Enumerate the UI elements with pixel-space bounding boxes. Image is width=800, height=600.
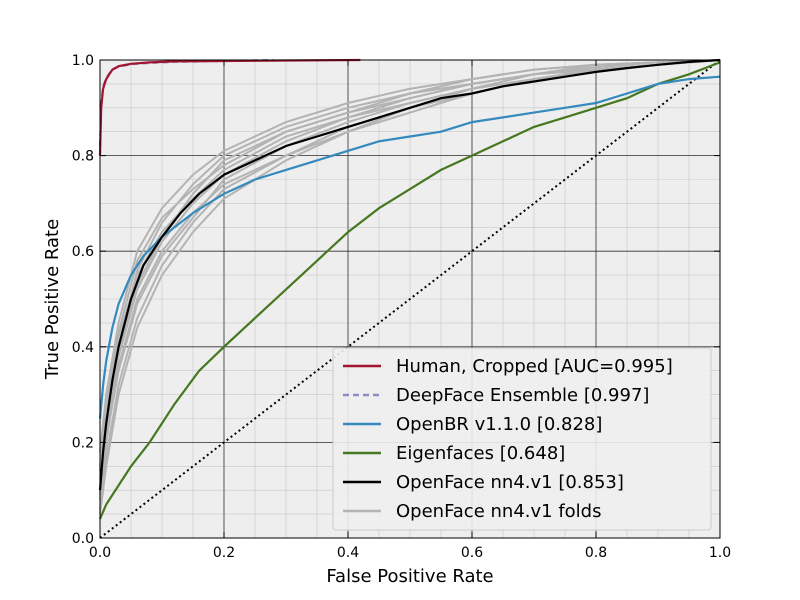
x-tick-label: 0.2 (213, 545, 235, 561)
reference-diagonal (99, 59, 721, 539)
legend-label: DeepFace Ensemble [0.997] (396, 385, 649, 406)
series-folds-line-5 (99, 59, 721, 491)
y-tick-label: 0.4 (72, 340, 94, 356)
reference-diagonal-line (99, 59, 721, 539)
x-tick-label: 0.4 (337, 545, 359, 561)
legend-label: OpenBR v1.1.0 [0.828] (396, 414, 602, 435)
y-tick-label: 1.0 (72, 53, 94, 69)
legend: Human, Cropped [AUC=0.995] DeepFace Ensem… (332, 347, 712, 531)
series-folds-line-9 (99, 59, 721, 486)
series-folds-line-4 (99, 59, 721, 453)
x-tick-label: 1.0 (709, 545, 731, 561)
x-tick-label: 0.8 (585, 545, 607, 561)
y-tick-label: 0.8 (72, 149, 94, 165)
legend-label: Eigenfaces [0.648] (396, 443, 565, 464)
y-tick-label: 0.0 (72, 531, 94, 547)
y-tick-label: 0.2 (72, 435, 94, 451)
plot-frame (99, 59, 721, 539)
x-tick-label: 0.6 (461, 545, 483, 561)
x-axis-label: False Positive Rate (326, 566, 493, 587)
x-tick-label: 0.0 (89, 545, 111, 561)
legend-label: OpenFace nn4.v1 folds (396, 501, 601, 522)
legend-box (332, 347, 712, 531)
legend-label: OpenFace nn4.v1 [0.853] (396, 472, 624, 493)
axis-ticks: 0.0 0.2 0.4 0.6 0.8 1.0 0.0 0.2 0.4 0.6 0.8 1.0 (72, 53, 731, 561)
y-tick-label: 0.6 (72, 244, 94, 260)
y-axis-label: True Positive Rate (42, 219, 63, 380)
series-layer (98, 58, 721, 520)
series-line-2 (98, 75, 721, 419)
series-line-4 (98, 58, 721, 491)
series-line-3 (98, 61, 721, 520)
legend-label: Human, Cropped [AUC=0.995] (396, 356, 673, 377)
